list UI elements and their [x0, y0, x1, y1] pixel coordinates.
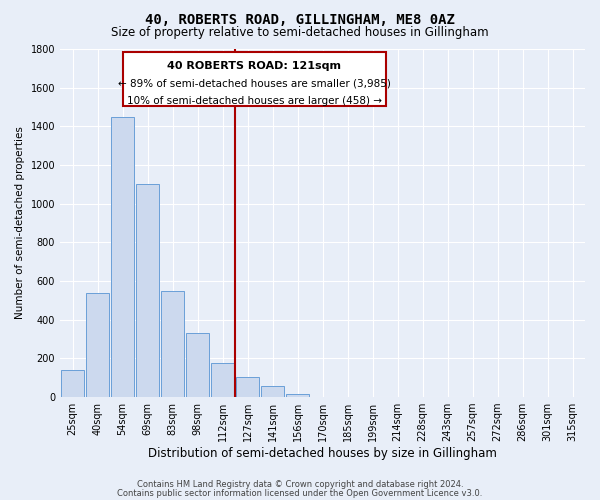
- Bar: [236, 377, 259, 397]
- Text: 40, ROBERTS ROAD, GILLINGHAM, ME8 0AZ: 40, ROBERTS ROAD, GILLINGHAM, ME8 0AZ: [145, 12, 455, 26]
- Bar: [86, 292, 109, 397]
- Text: Size of property relative to semi-detached houses in Gillingham: Size of property relative to semi-detach…: [111, 26, 489, 39]
- Y-axis label: Number of semi-detached properties: Number of semi-detached properties: [15, 126, 25, 320]
- Text: 10% of semi-detached houses are larger (458) →: 10% of semi-detached houses are larger (…: [127, 96, 382, 106]
- Bar: [211, 363, 235, 397]
- Bar: [260, 386, 284, 397]
- Text: ← 89% of semi-detached houses are smaller (3,985): ← 89% of semi-detached houses are smalle…: [118, 78, 391, 88]
- Bar: [61, 370, 85, 397]
- Text: 40 ROBERTS ROAD: 121sqm: 40 ROBERTS ROAD: 121sqm: [167, 61, 341, 71]
- Bar: [286, 394, 310, 397]
- FancyBboxPatch shape: [123, 52, 386, 106]
- Text: Contains public sector information licensed under the Open Government Licence v3: Contains public sector information licen…: [118, 490, 482, 498]
- Bar: [110, 116, 134, 397]
- X-axis label: Distribution of semi-detached houses by size in Gillingham: Distribution of semi-detached houses by …: [148, 447, 497, 460]
- Bar: [136, 184, 160, 397]
- Bar: [161, 290, 184, 397]
- Bar: [185, 334, 209, 397]
- Text: Contains HM Land Registry data © Crown copyright and database right 2024.: Contains HM Land Registry data © Crown c…: [137, 480, 463, 489]
